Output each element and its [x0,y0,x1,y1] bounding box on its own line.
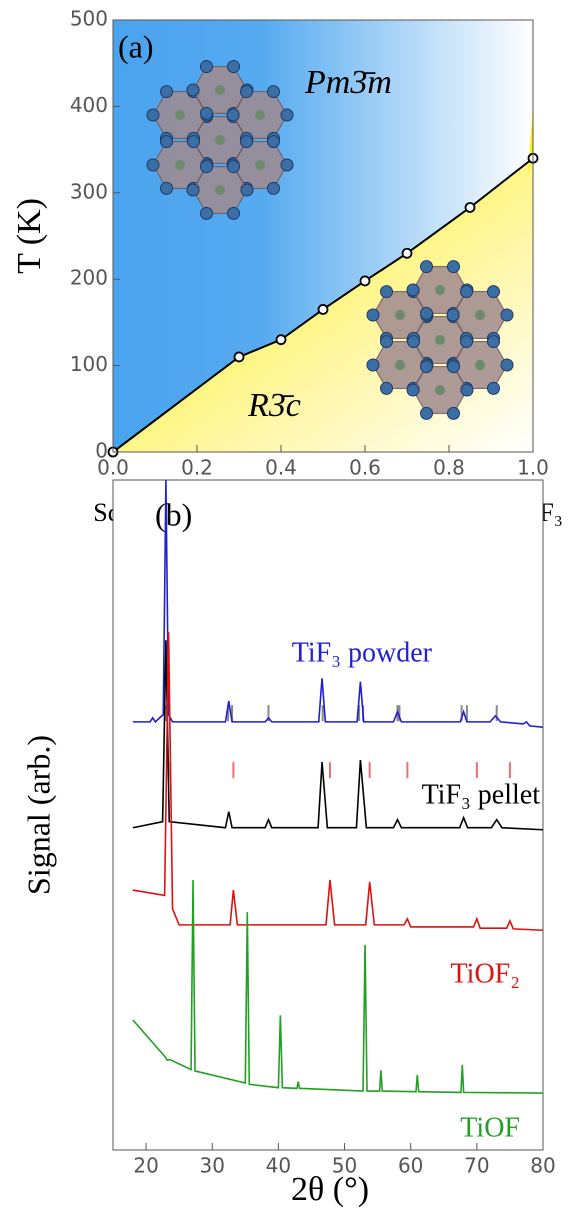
x-tick-label: 30 [200,1154,225,1178]
crystal-atom [161,182,173,194]
data-point [361,276,370,285]
crystal-atom [175,160,185,170]
data-point [277,335,286,344]
crystal-atom [461,286,473,298]
crystal-atom [395,310,405,320]
y-tick-label: 100 [70,352,108,376]
legend-label: TiF₃ powder [292,637,433,668]
x-tick-label: 20 [133,1154,158,1178]
crystal-atom [448,407,460,419]
crystal-atom [421,361,433,373]
crystal-atom [228,207,240,219]
crystal-atom [461,384,473,396]
crystal-atom [281,109,293,121]
phase-label: R3̄c [247,387,301,424]
crystal-atom [435,385,445,395]
y-axis-label: T (K) [11,198,48,274]
crystal-atom [501,309,513,321]
crystal-atom [228,161,240,173]
y-tick-label: 300 [70,179,108,203]
crystal-atom [227,109,239,121]
crystal-atom [241,86,253,98]
phase-label: Pm3̄m [304,64,392,101]
crystal-atom [488,286,500,298]
crystal-atom [488,336,500,348]
y-tick-label: 500 [70,7,108,31]
crystal-atom [381,286,393,298]
y-tick-label: 200 [70,266,108,290]
x-tick-label: 70 [464,1154,489,1178]
crystal-atom [421,261,433,273]
x-tick-label: 40 [266,1154,291,1178]
panel-label: (a) [118,28,154,64]
crystal-atom [215,185,225,195]
crystal-atom [381,336,393,348]
crystal-atom [435,335,445,345]
crystal-atom [461,336,473,348]
y-tick-label: 400 [70,93,108,117]
crystal-atom [448,361,460,373]
crystal-atom [407,284,419,296]
crystal-atom [241,136,253,148]
x-tick-label: 0.4 [265,456,297,480]
crystal-atom [447,309,459,321]
crystal-atom [408,336,420,348]
legend-label: TiOF [460,1112,520,1143]
crystal-atom [201,61,213,73]
data-point [403,249,412,258]
x-tick-label: 80 [530,1154,555,1178]
page: {"chart_data": [ {"type": "line", "panel… [0,0,582,1216]
panel-label: (b) [155,496,192,532]
data-point [235,352,244,361]
crystal-atom [488,382,500,394]
crystal-atom [281,159,293,171]
crystal-atom [201,107,213,119]
y-axis-label: Signal (arb.) [20,735,56,895]
crystal-atom [448,261,460,273]
crystal-atom [381,382,393,394]
crystal-atom [201,161,213,173]
plot-frame [113,480,543,1150]
x-tick-label: 1.0 [517,456,549,480]
crystal-atom [147,109,159,121]
crystal-atom [367,309,379,321]
crystal-atom [161,86,173,98]
crystal-atom [395,360,405,370]
crystal-atom [201,207,213,219]
crystal-atom [228,61,240,73]
x-tick-label: 60 [398,1154,423,1178]
crystal-atom [175,110,185,120]
crystal-atom [188,136,200,148]
crystal-atom [421,307,433,319]
crystal-atom [421,407,433,419]
crystal-atom [255,160,265,170]
crystal-atom [475,310,485,320]
crystal-atom [501,359,513,371]
crystal-atom [268,182,280,194]
x-axis-label: 2θ (°) [291,1171,369,1208]
x-tick-label: 0.2 [181,456,213,480]
crystal-atom [255,110,265,120]
crystal-atom [407,384,419,396]
crystal-atom [215,135,225,145]
data-point [319,305,328,314]
x-tick-label: 0.6 [349,456,381,480]
legend-label: TiF₃ pellet [422,779,541,810]
crystal-atom [367,359,379,371]
figure: 0.00.20.40.60.81.00100200300400500(a)Pm3… [0,0,582,1211]
crystal-atom [268,136,280,148]
crystal-atom [215,85,225,95]
y-tick-label: 0 [95,439,108,463]
crystal-atom [435,285,445,295]
x-tick-label: 0.8 [433,456,465,480]
crystal-atom [187,184,199,196]
crystal-atom [161,136,173,148]
crystal-atom [187,84,199,96]
crystal-atom [475,360,485,370]
data-point [466,203,475,212]
crystal-atom [268,86,280,98]
crystal-atom [241,184,253,196]
crystal-atom [147,159,159,171]
legend-label: TiOF₂ [451,958,520,989]
